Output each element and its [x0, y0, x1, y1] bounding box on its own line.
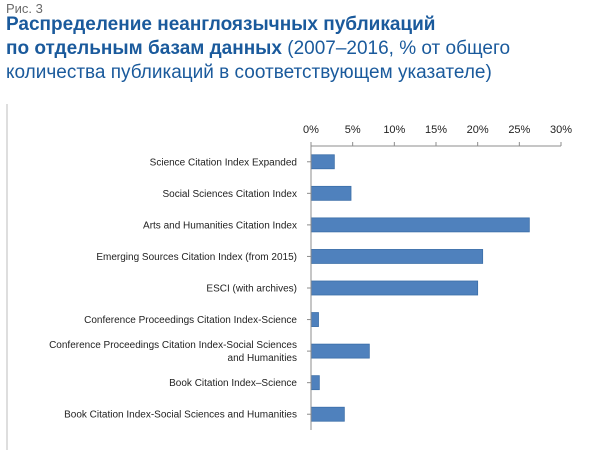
- bar: [310, 280, 479, 296]
- bar: [310, 154, 335, 170]
- x-tick-label: 20%: [467, 124, 489, 136]
- x-tick-label: 5%: [345, 124, 361, 136]
- x-tick-label: 30%: [550, 124, 572, 136]
- category-label: Emerging Sources Citation Index (from 20…: [96, 252, 297, 263]
- x-tick-label: 15%: [425, 124, 447, 136]
- title-normal-line3: количества публикаций в соответствующем …: [6, 62, 492, 83]
- x-axis: 0% 5% 10% 15% 20% 25% 30%: [303, 124, 572, 147]
- x-tick-label: 10%: [383, 124, 405, 136]
- category-label: ESCI (with archives): [206, 284, 297, 295]
- bar: [310, 249, 484, 264]
- category-label: Book Citation Index–Science: [169, 378, 297, 389]
- bar: [310, 406, 345, 422]
- figure-label: Рис. 3: [6, 1, 43, 16]
- x-tick-label: 0%: [303, 124, 319, 136]
- category-label: Social Sciences Citation Index: [162, 189, 297, 200]
- bar: [310, 343, 370, 359]
- bar: [310, 185, 352, 201]
- chart-title: Распределение неанглоязычных публикаций п…: [6, 13, 591, 85]
- category-label: Science Citation Index Expanded: [150, 157, 297, 168]
- title-bold-line2: по отдельным базам данных: [6, 38, 282, 59]
- category-label: Arts and Humanities Citation Index: [143, 220, 297, 231]
- title-normal-line2: (2007–2016, % от общего: [281, 38, 511, 59]
- bars: [310, 154, 530, 422]
- category-label: Conference Proceedings Citation Index-Sc…: [84, 315, 297, 326]
- category-labels: Science Citation Index Expanded Social Sc…: [49, 157, 311, 421]
- category-label: Conference Proceedings Citation Index-So…: [49, 340, 297, 364]
- category-label: Book Citation Index-Social Sciences and …: [64, 410, 297, 421]
- x-tick-label: 25%: [508, 124, 530, 136]
- bar: [310, 375, 320, 391]
- bar: [310, 312, 319, 327]
- title-bold-line1: Распределение неанглоязычных публикаций: [6, 14, 436, 35]
- bar: [310, 217, 530, 233]
